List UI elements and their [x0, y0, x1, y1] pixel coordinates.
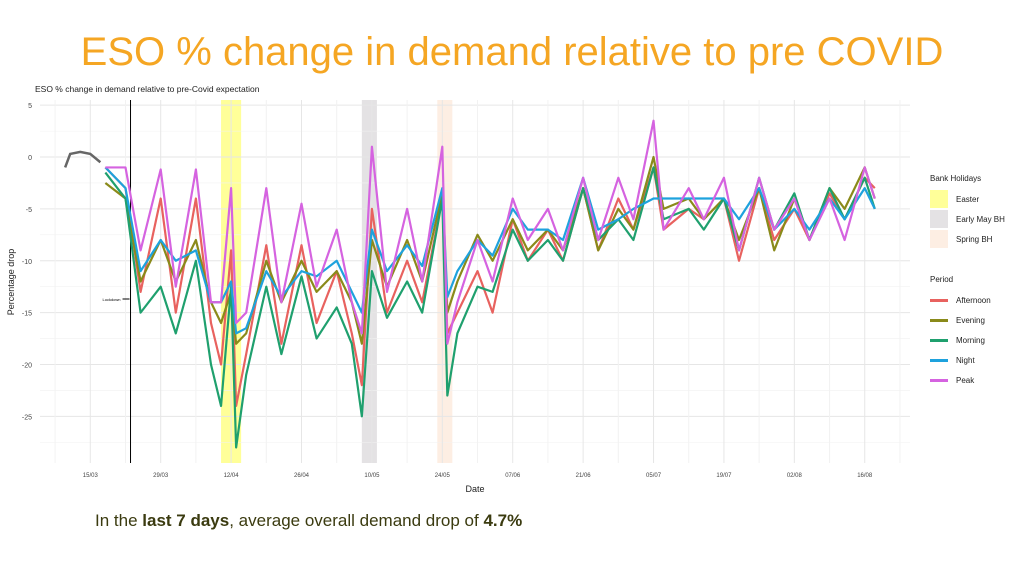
- legend-item-holiday: Spring BH: [930, 229, 1005, 249]
- summary-period: last 7 days: [142, 511, 230, 530]
- line-chart: 5 0 -5 -10 -15 -20 -25 15/03 29/03 12/04 26/04 10/0…: [6, 100, 910, 494]
- chart-title: ESO % change in demand relative to pre-C…: [35, 84, 260, 94]
- series-line-combined: [63, 150, 102, 168]
- legend-label: Early May BH: [956, 214, 1005, 224]
- legend-label: Evening: [956, 315, 985, 325]
- series-line-afternoon: [104, 166, 876, 408]
- x-tick-label: 12/04: [224, 473, 240, 479]
- y-tick-label: -25: [22, 414, 32, 421]
- legend-item-period: Morning: [930, 330, 1005, 350]
- legend-line-swatch: [930, 338, 948, 342]
- summary-middle: , average overall demand drop of: [229, 511, 484, 530]
- legend-line-swatch: [930, 298, 948, 302]
- summary-value: 4.7%: [483, 511, 523, 530]
- series-line-peak: [105, 119, 876, 345]
- legend-label: Peak: [956, 375, 975, 385]
- y-tick-label: -15: [22, 311, 32, 318]
- legend-swatch: [930, 230, 948, 248]
- x-tick-label: 26/04: [294, 473, 310, 479]
- x-tick-label: 05/07: [646, 473, 662, 479]
- legend-item-holiday: Easter: [930, 189, 1005, 209]
- period-legend-title: Period: [930, 275, 954, 284]
- x-axis-label: Date: [465, 484, 484, 494]
- lockdown-label: Lockdown: [103, 297, 121, 302]
- y-tick-label: 5: [28, 103, 32, 110]
- x-tick-label: 29/03: [153, 473, 169, 479]
- x-tick-label: 24/05: [435, 473, 451, 479]
- series-line-night: [104, 166, 876, 335]
- legend-line-swatch: [930, 318, 948, 322]
- x-tick-label: 16/08: [857, 473, 873, 479]
- legend-item-period: Night: [930, 350, 1005, 370]
- x-tick-label: 15/03: [83, 473, 99, 479]
- y-tick-label: 0: [28, 155, 32, 162]
- legend-item-period: Peak: [930, 370, 1005, 390]
- legend-swatch: [930, 210, 948, 228]
- legend-line-swatch: [930, 378, 948, 382]
- bank-holidays-legend-title: Bank Holidays: [930, 174, 982, 183]
- x-tick-label: 07/06: [505, 473, 521, 479]
- x-tick-label: 02/08: [787, 473, 803, 479]
- y-axis-label: Percentage drop: [6, 249, 16, 316]
- y-tick-label: -5: [26, 207, 32, 214]
- x-tick-label: 19/07: [716, 473, 732, 479]
- x-tick-label: 10/05: [364, 473, 380, 479]
- legend-line-swatch: [930, 358, 948, 362]
- legend-label: Spring BH: [956, 234, 993, 244]
- x-tick-label: 21/06: [576, 473, 592, 479]
- legend-item-holiday: Early May BH: [930, 209, 1005, 229]
- legend-item-period: Evening: [930, 310, 1005, 330]
- legend: Bank Holidays Easter Early May BH Spring B…: [930, 174, 1005, 390]
- legend-label: Night: [956, 355, 975, 365]
- legend-swatch: [930, 190, 948, 208]
- legend-label: Morning: [956, 335, 985, 345]
- y-tick-label: -10: [22, 259, 32, 266]
- y-tick-label: -20: [22, 362, 32, 369]
- legend-label: Easter: [956, 194, 980, 204]
- legend-label: Afternoon: [956, 295, 991, 305]
- slide-title: ESO % change in demand relative to pre C…: [80, 30, 944, 74]
- summary-prefix: In the: [95, 511, 143, 530]
- legend-item-period: Afternoon: [930, 290, 1005, 310]
- summary-text: In the last 7 days, average overall dema…: [95, 511, 522, 531]
